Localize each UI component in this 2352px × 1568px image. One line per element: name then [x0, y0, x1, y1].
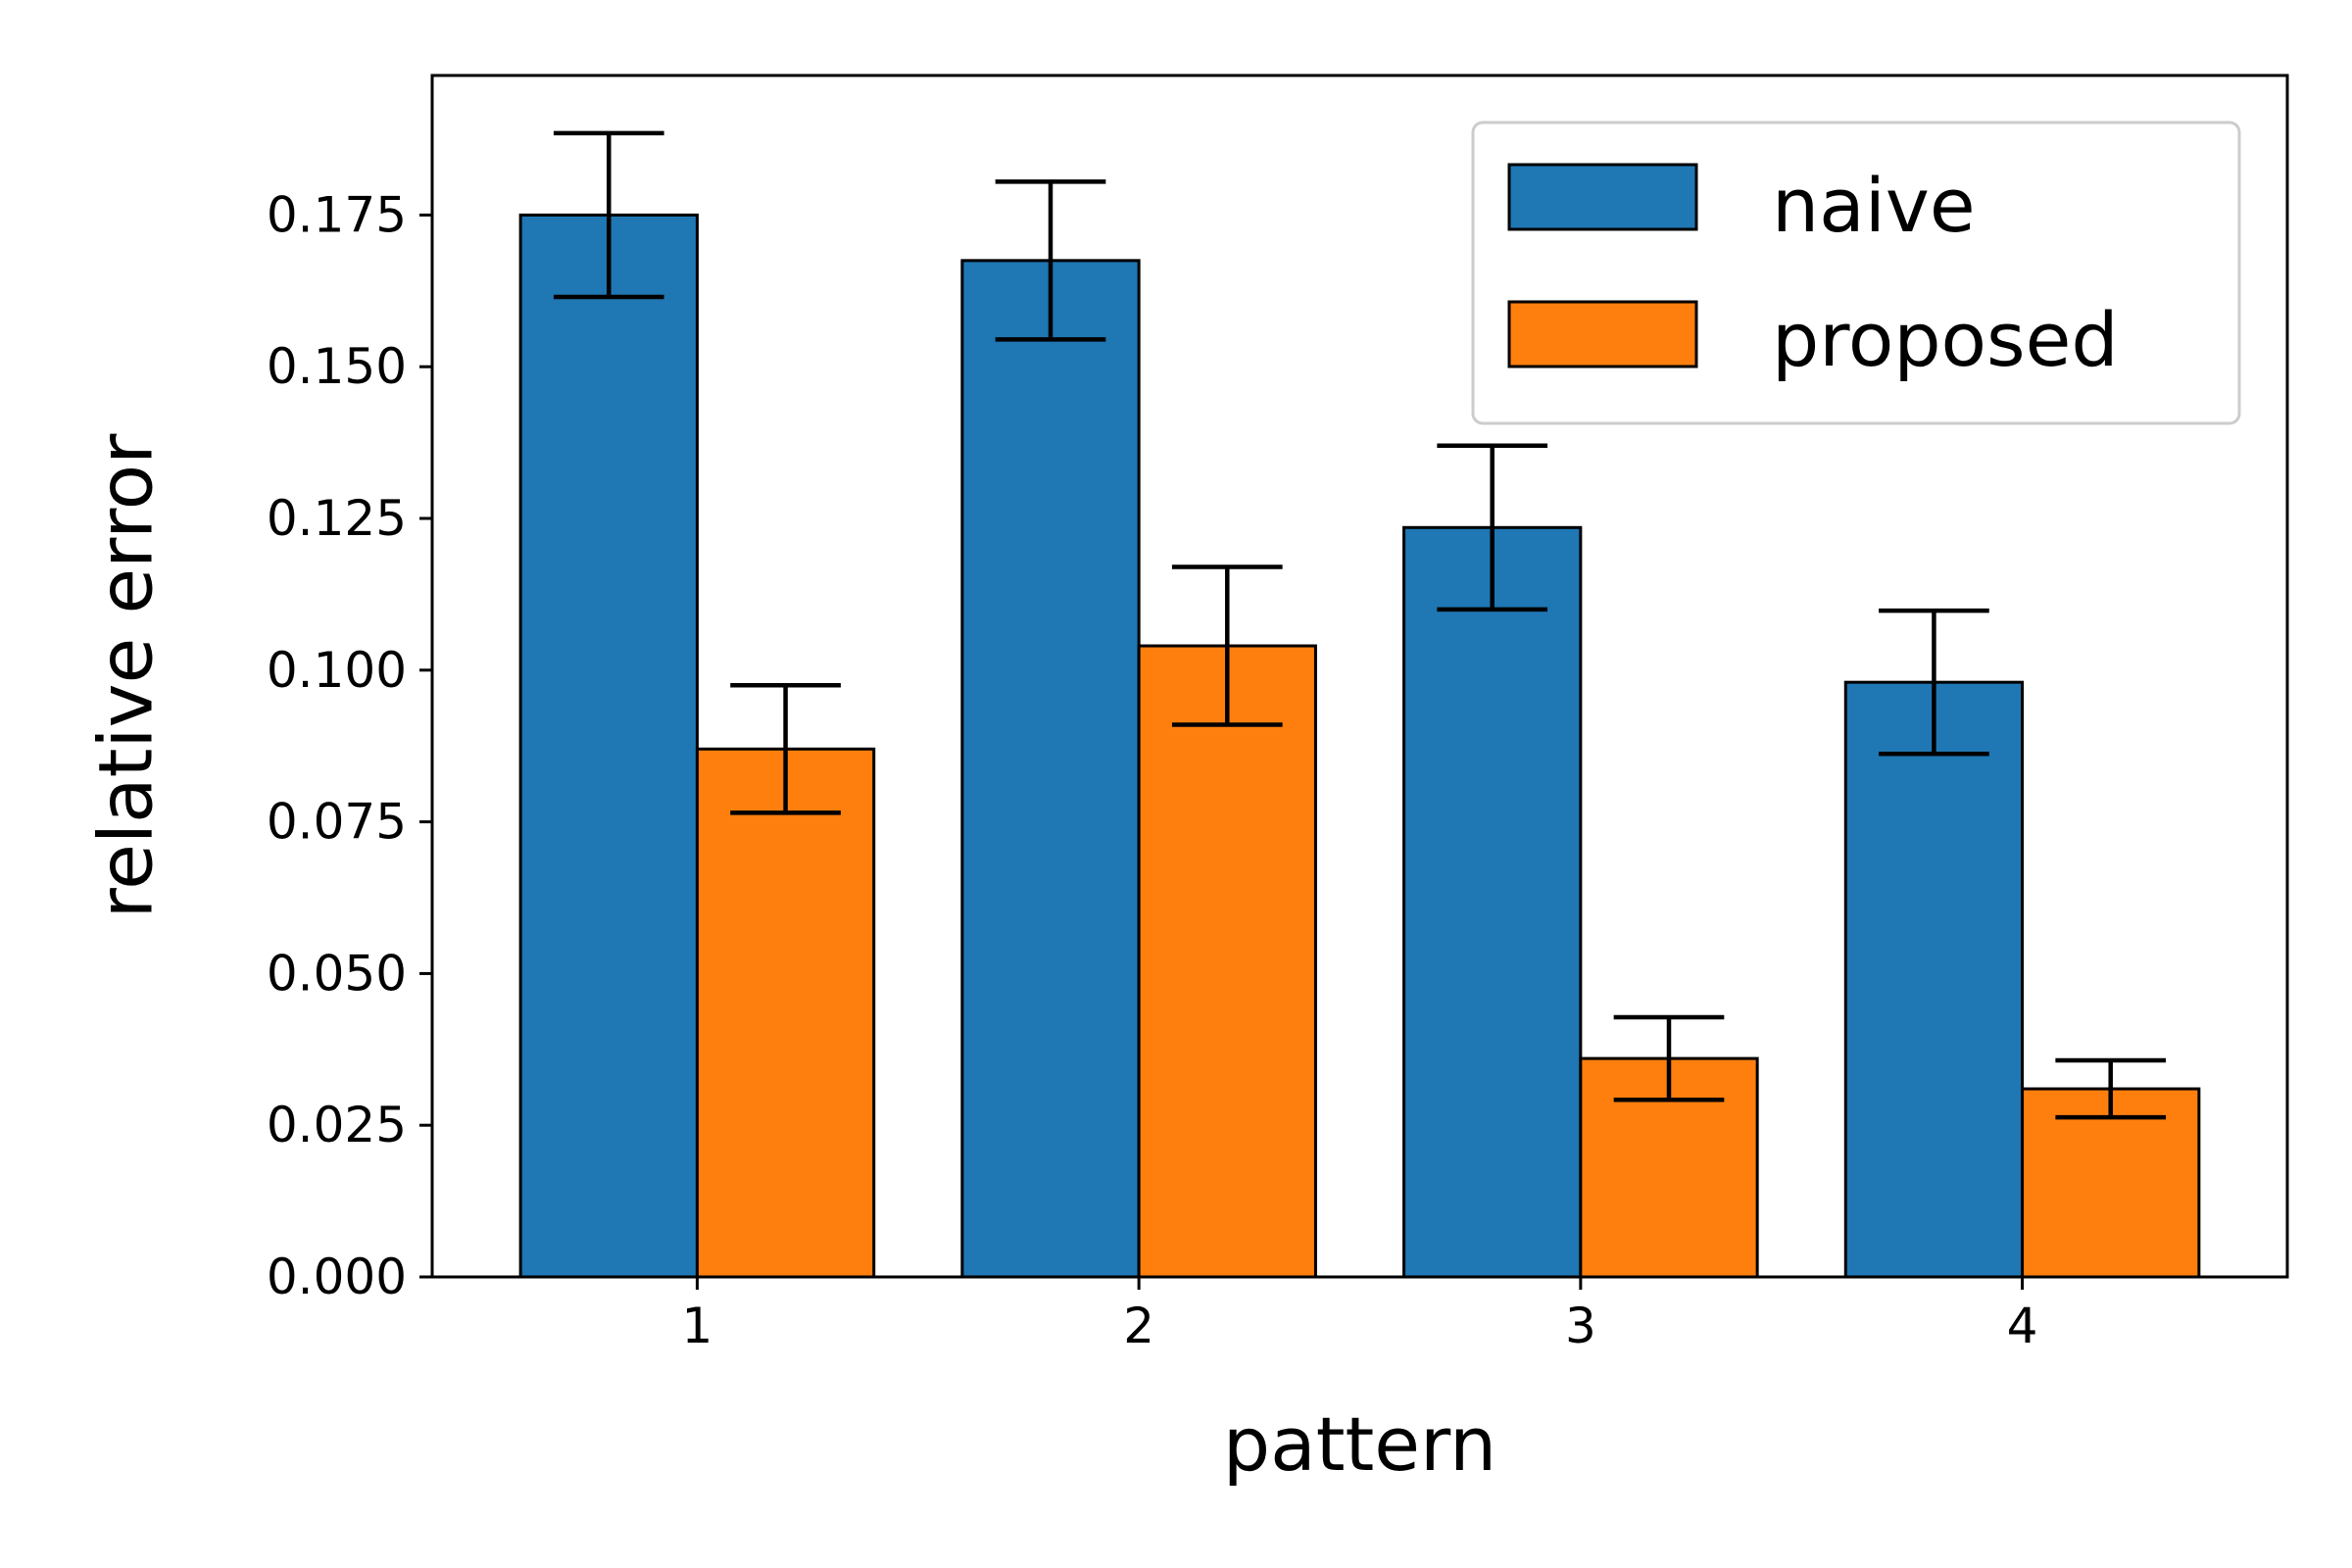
y-axis-label: relative error	[82, 433, 170, 919]
error-bar-naive-1	[553, 130, 664, 300]
plot-area-frame	[430, 74, 2289, 1279]
legend-label-proposed: proposed	[1772, 296, 2119, 383]
error-bar-proposed-2	[1171, 564, 1283, 727]
bars-layer	[518, 213, 2201, 1279]
x-axis: 1 2 3 4	[682, 1277, 2038, 1354]
error-bar-naive-4	[1879, 608, 1989, 757]
y-tick-label: 0.025	[267, 1097, 407, 1153]
legend-swatch-proposed	[1507, 300, 1698, 368]
y-tick-label: 0.100	[267, 642, 407, 699]
x-tick-label: 3	[1565, 1298, 1596, 1354]
y-tick-label: 0.150	[267, 338, 407, 395]
y-tick-label: 0.075	[267, 794, 407, 851]
error-bar-proposed-3	[1613, 1014, 1725, 1102]
bar-proposed-1	[695, 747, 876, 1279]
x-axis-label: pattern	[1223, 1400, 1496, 1488]
error-bar-naive-2	[995, 179, 1106, 342]
y-tick-label: 0.050	[267, 945, 407, 1002]
error-bar-proposed-4	[2055, 1057, 2167, 1120]
legend-label-naive: naive	[1772, 162, 1976, 249]
legend: naive proposed	[1471, 121, 2241, 425]
y-tick-label: 0.125	[267, 490, 407, 547]
bar-naive-2	[960, 259, 1141, 1279]
y-axis: 0.000 0.025 0.050 0.075 0.100 0.125 0.150 0.175	[267, 186, 432, 1305]
bar-naive-1	[518, 213, 699, 1279]
error-bar-naive-3	[1437, 443, 1548, 612]
bar-proposed-4	[2021, 1087, 2201, 1279]
bar-naive-3	[1402, 525, 1583, 1279]
x-tick-label: 4	[2007, 1298, 2038, 1354]
x-tick-label: 2	[1123, 1298, 1154, 1354]
y-tick-label: 0.175	[267, 186, 407, 243]
x-tick-label: 1	[682, 1298, 713, 1354]
bar-naive-4	[1843, 680, 2025, 1279]
error-bars-layer	[553, 130, 2167, 1120]
error-bar-proposed-1	[730, 683, 841, 815]
y-tick-label: 0.000	[267, 1249, 407, 1305]
bar-proposed-2	[1137, 644, 1317, 1279]
legend-swatch-naive	[1507, 163, 1698, 231]
